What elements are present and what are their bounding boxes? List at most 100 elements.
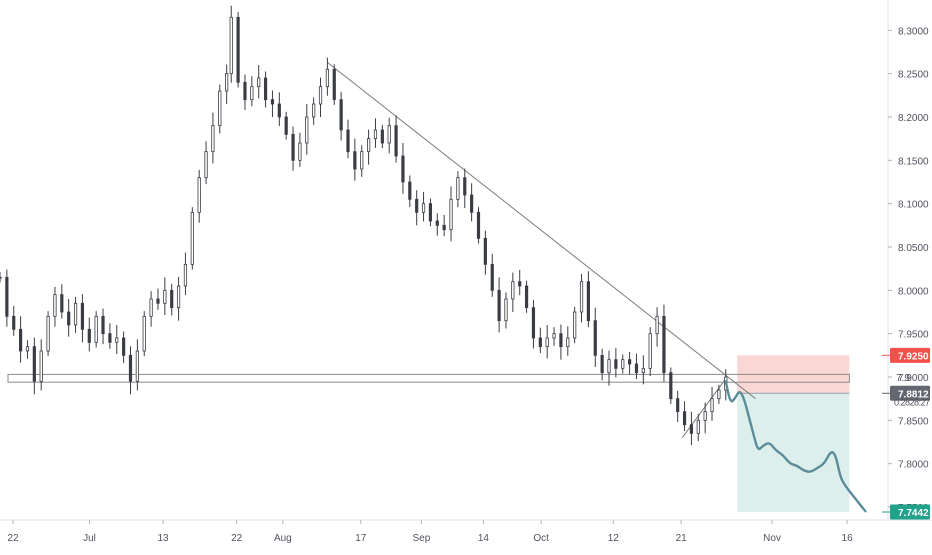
candle [456,171,460,208]
target-price-badge [890,504,930,520]
candle [449,186,453,242]
candle-body [442,224,446,231]
y-tick-label: 7.9500 [898,330,929,341]
candle [115,325,119,355]
candle [305,104,309,155]
candle [0,272,2,283]
support-zone [7,373,850,383]
candle [73,296,78,333]
candle [32,337,36,395]
candle-body [32,346,36,382]
candle-body [122,337,126,356]
x-tick-label: 16 [842,533,854,544]
candle [421,191,426,222]
candle-body [676,398,680,413]
candle-body [353,151,357,170]
candle [552,327,556,346]
candle-body [197,177,201,213]
entry-price-label: 7.8812 [898,389,929,400]
x-tick-label: 13 [158,533,170,544]
candle-body [614,359,618,369]
candle [53,286,57,327]
candle [538,327,542,354]
candle [428,198,433,227]
candle [531,299,536,349]
candle [669,367,673,404]
candle [318,77,323,117]
candle-body [305,116,309,144]
candle [682,401,687,432]
candle [183,252,188,296]
candle [470,183,474,222]
candle [559,324,563,360]
candle-body [39,350,43,382]
x-tick-label: Sep [412,533,430,544]
candle [490,253,494,297]
candle-body [250,86,254,101]
candle-body [518,281,522,287]
candle [229,5,233,83]
candle [511,272,515,312]
candle [325,57,329,96]
candle [600,348,604,381]
candle-body [483,237,487,265]
candle [332,64,336,105]
candles [0,5,728,446]
candle-body [5,276,9,317]
candle [67,299,71,337]
candle-body [12,315,16,330]
candle-body [225,73,229,92]
candle-body [211,125,215,153]
candle-body [593,320,597,356]
candle-body [367,138,371,153]
candle [463,168,467,208]
candle-body [545,337,549,348]
downtrend-line [327,62,756,400]
candle-body [257,77,261,88]
drawings[interactable] [7,62,850,438]
candle [149,291,153,327]
candle-body [67,311,71,326]
candle [142,311,146,357]
candle [108,323,112,349]
candle-body [332,68,336,101]
candle-body [128,354,133,382]
candle-body [101,315,105,335]
candle-body [586,281,590,322]
x-tick-label: 22 [231,533,243,544]
candle-body [204,151,208,179]
candle-body [655,315,659,335]
candle-body [456,177,460,200]
candle [360,145,364,177]
x-tick-label: 12 [608,533,620,544]
y-tick-label: 7.9000 [898,373,929,384]
candle-body [346,129,350,153]
candle-body [566,337,570,348]
candle [5,269,9,327]
candle-body [511,281,515,300]
candle-body [703,411,707,421]
y-tick-label: 8.3000 [898,26,929,37]
candle [367,129,371,165]
candle [634,353,639,380]
candle-body [463,177,467,196]
candle-body [218,90,222,127]
candle-body [270,99,275,105]
candle-body [183,263,188,287]
candle [243,74,247,111]
candle-body [25,346,30,352]
candle [387,117,391,154]
candle-body [449,198,453,231]
candle-body [394,125,398,157]
stop-price-badge [890,347,930,363]
candle [573,306,577,344]
stop-price-label: 7.9250 [898,351,929,362]
candle-body [236,16,240,83]
candle [312,97,316,125]
candle [339,91,343,141]
candle-body [156,298,160,304]
candle-body [80,302,85,330]
candle [497,277,501,333]
candle-body [149,298,153,317]
